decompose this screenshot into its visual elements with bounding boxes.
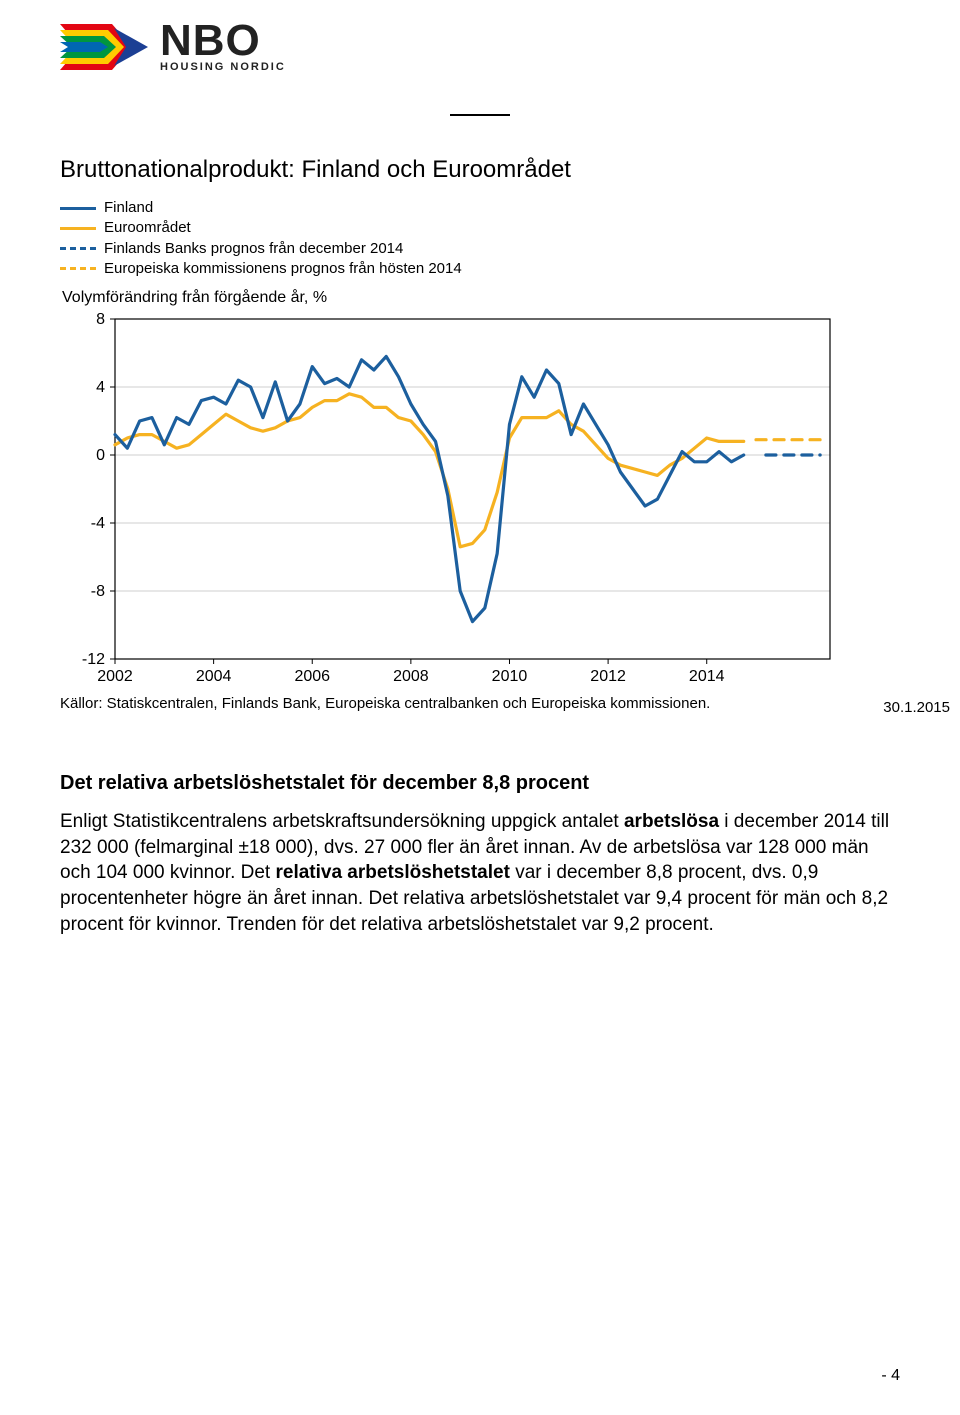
body-paragraph: Enligt Statistikcentralens arbetskraftsu…: [60, 809, 900, 937]
svg-text:2014: 2014: [689, 668, 725, 685]
legend-item: Euroområdet: [60, 218, 900, 238]
svg-text:2010: 2010: [492, 668, 528, 685]
logo-icon: [60, 20, 150, 74]
logo: NBO HOUSING NORDIC: [60, 20, 900, 74]
chart-date: 30.1.2015: [883, 699, 950, 716]
legend-label: Euroområdet: [104, 218, 191, 238]
legend-item: Finlands Banks prognos från december 201…: [60, 239, 900, 259]
svg-text:8: 8: [96, 311, 105, 328]
body-bold-2: relativa arbetslöshetstalet: [275, 862, 509, 883]
svg-text:2012: 2012: [590, 668, 626, 685]
body-bold-1: arbetslösa: [624, 811, 719, 832]
logo-main-text: NBO: [160, 21, 286, 61]
chart-subtitle: Volymförändring från förgående år, %: [62, 289, 900, 307]
svg-text:2002: 2002: [97, 668, 133, 685]
body-section: Det relativa arbetslöshetstalet för dece…: [60, 772, 900, 937]
legend-swatch: [60, 247, 96, 250]
svg-text:2006: 2006: [294, 668, 330, 685]
svg-text:2008: 2008: [393, 668, 429, 685]
chart-title: Bruttonationalprodukt: Finland och Euroo…: [60, 156, 900, 184]
legend-item: Finland: [60, 198, 900, 218]
svg-text:2004: 2004: [196, 668, 232, 685]
legend-swatch: [60, 207, 96, 210]
svg-text:-12: -12: [82, 651, 105, 668]
page-divider: [450, 114, 510, 116]
body-text-part-1: Enligt Statistikcentralens arbetskraftsu…: [60, 811, 624, 832]
svg-text:0: 0: [96, 447, 105, 464]
body-heading: Det relativa arbetslöshetstalet för dece…: [60, 772, 900, 795]
chart-plot: -12 -8 -4 0 4 8 2002 2004 2006 2008 2010 2012 2014: [60, 309, 840, 689]
logo-sub-text: HOUSING NORDIC: [160, 61, 286, 73]
chart-block: Bruttonationalprodukt: Finland och Euroo…: [60, 156, 900, 712]
legend-label: Finland: [104, 198, 153, 218]
page-number: - 4: [881, 1367, 900, 1385]
legend-swatch: [60, 267, 96, 270]
chart-sources: Källor: Statiskcentralen, Finlands Bank,…: [60, 695, 820, 712]
legend-label: Europeiska kommissionens prognos från hö…: [104, 259, 462, 279]
legend-label: Finlands Banks prognos från december 201…: [104, 239, 403, 259]
svg-text:-4: -4: [91, 515, 105, 532]
legend-item: Europeiska kommissionens prognos från hö…: [60, 259, 900, 279]
svg-text:-8: -8: [91, 583, 105, 600]
svg-text:4: 4: [96, 379, 105, 396]
legend-swatch: [60, 227, 96, 230]
chart-legend: FinlandEuroområdetFinlands Banks prognos…: [60, 198, 900, 279]
